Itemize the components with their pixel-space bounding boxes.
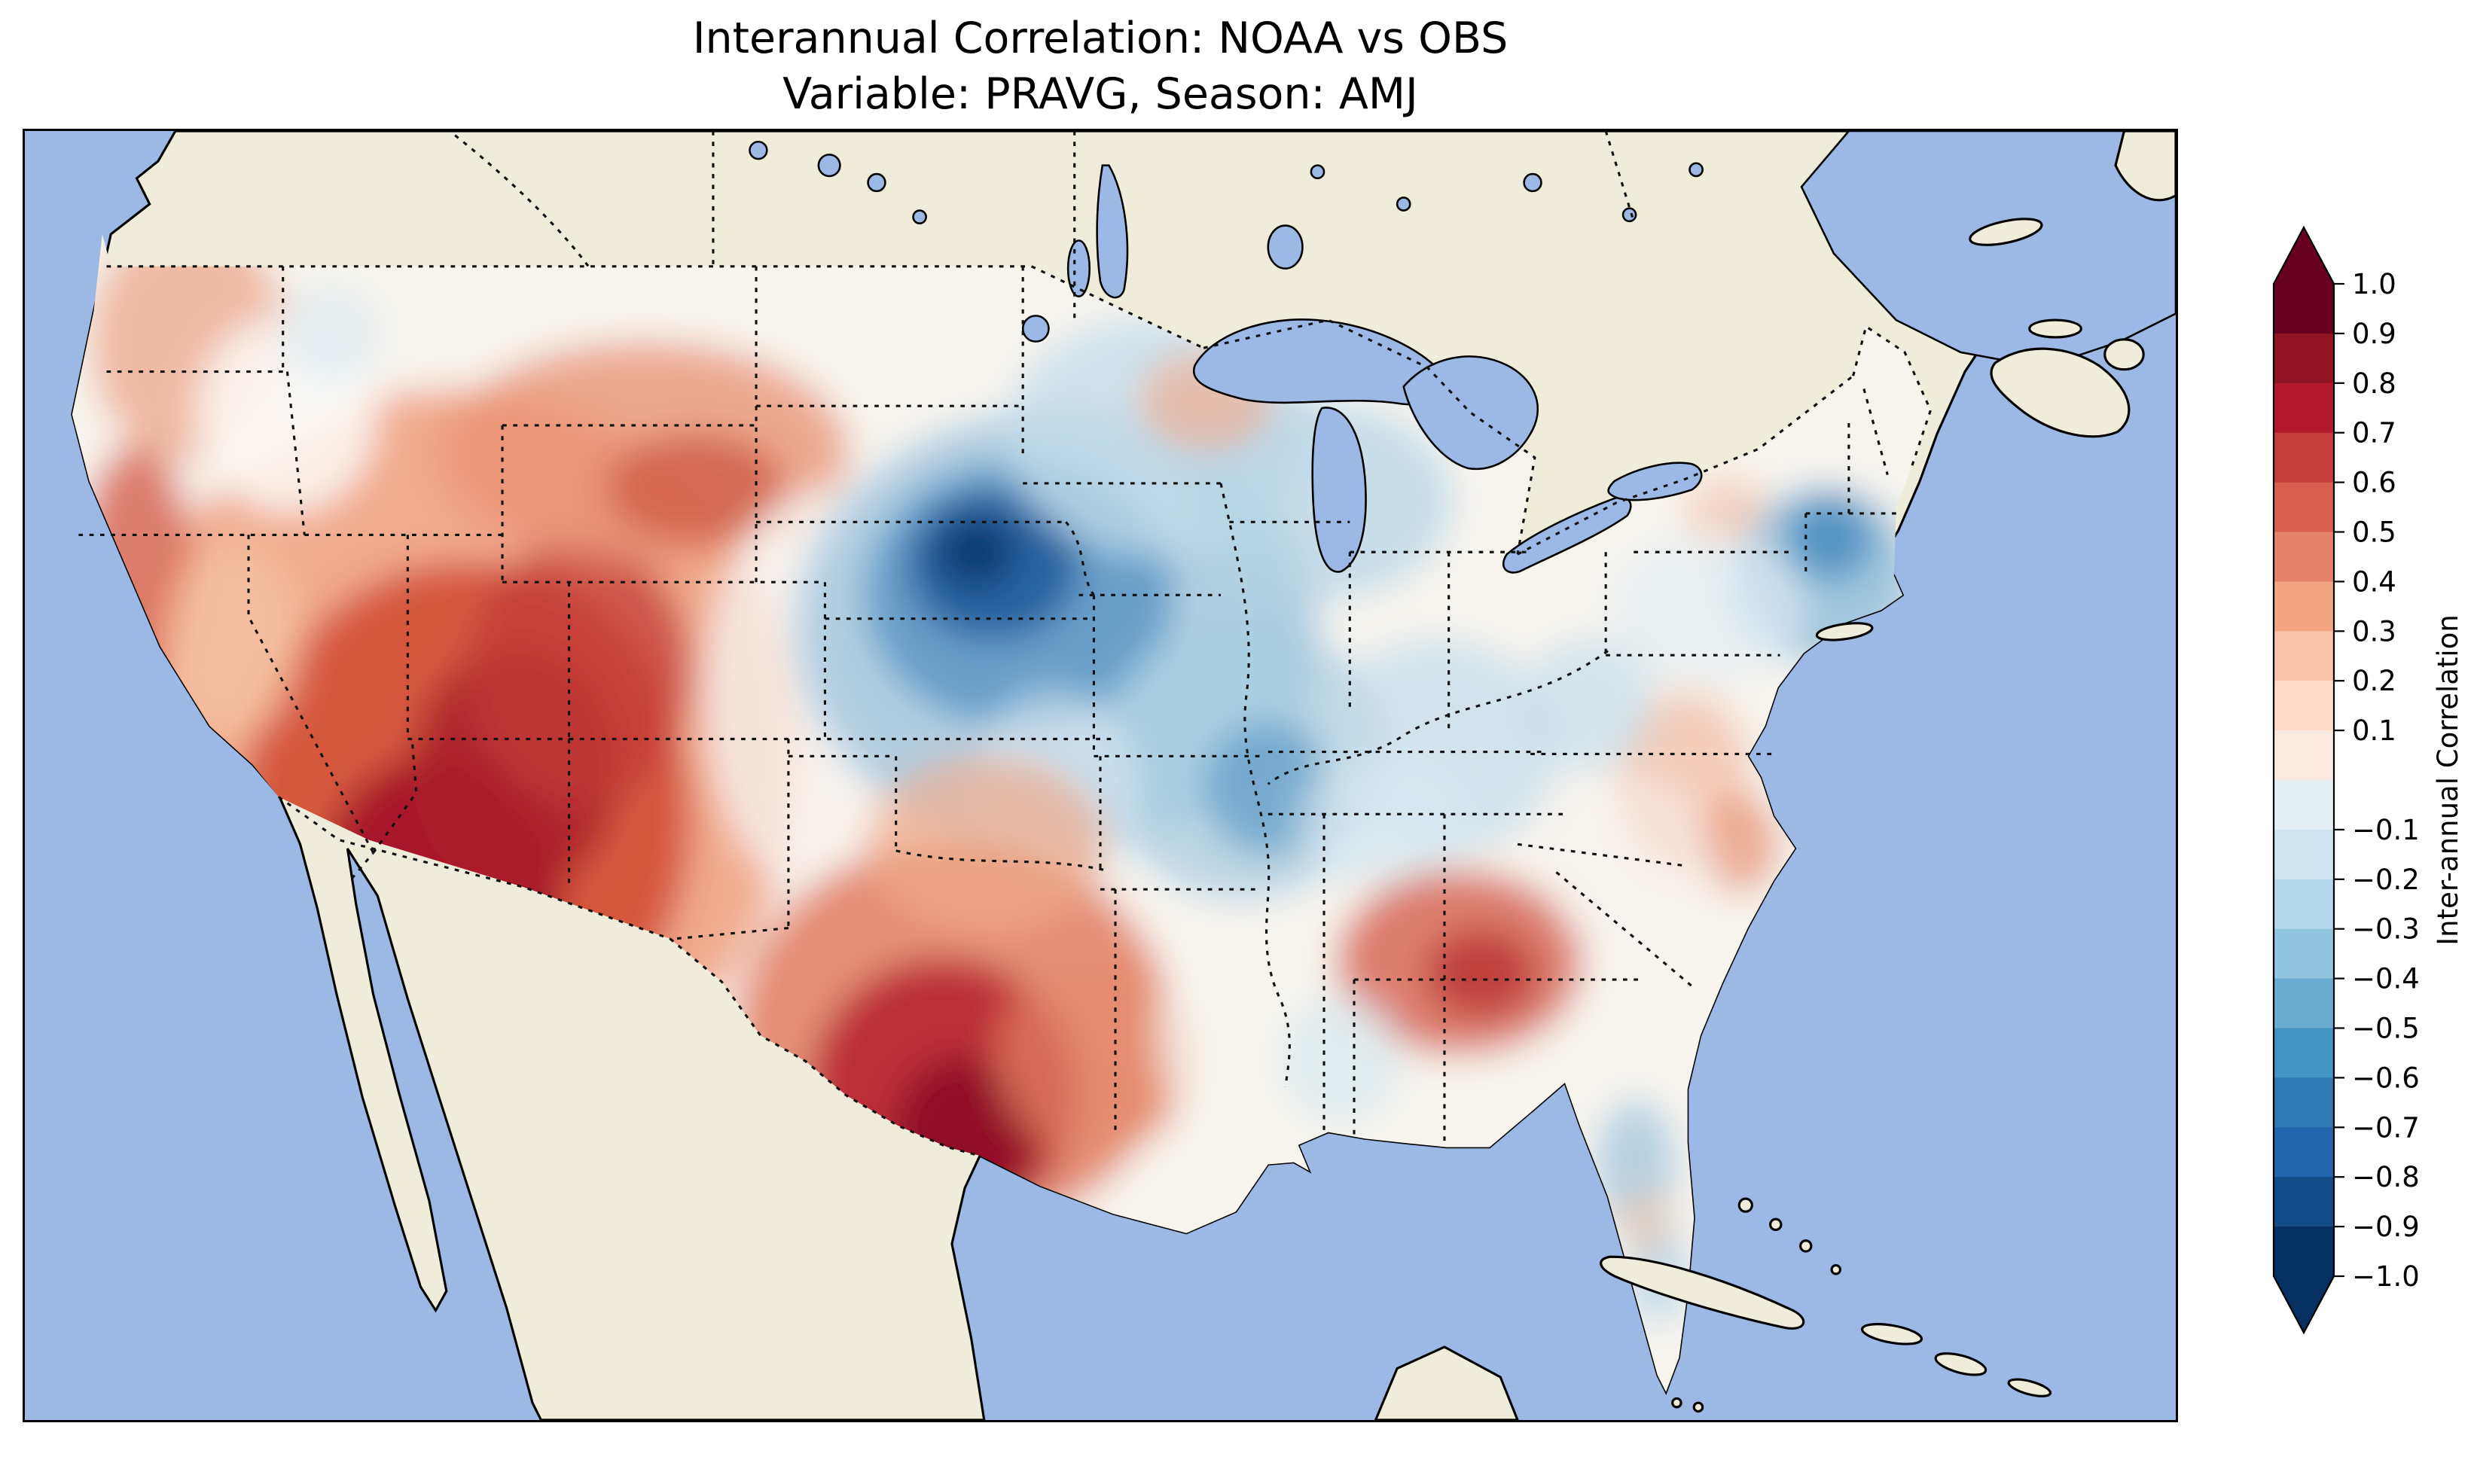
colorbar-tick-label: 0.9 [2352,318,2396,350]
cape-breton [2103,338,2145,371]
great-lakes [1192,318,1703,574]
colorbar-tick-label: 0.7 [2352,417,2396,449]
title-line-1: Interannual Correlation: NOAA vs OBS [692,14,1508,63]
figure-title: Interannual Correlation: NOAA vs OBS Var… [23,11,2178,122]
long-island [1815,622,1874,641]
colorbar-tick-label: 0.5 [2352,517,2396,549]
colorbar-tick-label: 0.3 [2352,615,2396,648]
political-boundaries [78,131,1933,1157]
colorbar-segment [2274,1028,2334,1078]
colorbar-tick-label: −0.1 [2352,814,2420,846]
colorbar-extend-bottom [2274,1276,2334,1333]
colorbar-tick-label: −0.3 [2352,913,2420,946]
colorbar-tick-label: 0.1 [2352,715,2396,747]
prince-edward-island [2028,318,2082,339]
map-frame [23,129,2178,1422]
colorbar-tick-label: 0.8 [2352,367,2396,400]
canadian-lakes [749,140,1704,343]
colorbar-tick-label: −0.4 [2352,963,2420,995]
lake-michigan [1311,407,1367,573]
colorbar-segment [2274,631,2334,681]
lake-erie [1502,496,1632,574]
nova-scotia [1990,347,2131,438]
colorbar-tick-label: −0.7 [2352,1111,2420,1144]
anticosti-island [1969,218,2043,246]
colorbar-segment [2274,829,2334,880]
lake-winnipeg [1096,164,1129,299]
colorbar-tick-label: 0.4 [2352,565,2396,598]
colorbar-segment [2274,1127,2334,1178]
cuba [1600,1255,1805,1330]
title-line-2: Variable: PRAVG, Season: AMJ [782,69,1418,120]
colorbar-segment [2274,333,2334,384]
colorbar-segment [2274,1077,2334,1128]
colorbar: 1.0 0.9 0.8 0.7 0.6 0.5 0.4 0.3 0.2 0.1 −0.1 −0.2 −0… [2256,224,2474,1339]
newfoundland [2114,131,2176,202]
colorbar-segment [2274,581,2334,632]
colorbar-segment [2274,978,2334,1029]
colorbar-tick-label: −0.2 [2352,864,2420,896]
colorbar-extend-top [2274,227,2334,284]
colorbar-segment [2274,1177,2334,1227]
colorbar-tick-label: −1.0 [2352,1260,2420,1293]
colorbar-segment [2274,780,2334,830]
colorbar-tick-label: −0.9 [2352,1211,2420,1243]
colorbar-segment [2274,730,2334,781]
hispaniola [1861,1323,1923,1345]
colorbar-segment [2274,482,2334,533]
colorbar-segment [2274,928,2334,980]
colorbar-segment [2274,879,2334,930]
lake-ontario [1607,462,1703,501]
islands [1374,131,2176,1420]
colorbar-segment [2274,284,2334,334]
colorbar-tick-label: −0.5 [2352,1013,2420,1045]
colorbar-tick-label: 0.6 [2352,467,2396,499]
colorbar-svg: 1.0 0.9 0.8 0.7 0.6 0.5 0.4 0.3 0.2 0.1 −0.1 −0.2 −0… [2272,225,2464,1335]
colorbar-tick-label: 1.0 [2352,268,2396,300]
us-correlation-map [25,131,2176,1420]
colorbar-tick-label: −0.6 [2352,1062,2420,1094]
colorbar-tick-label: −0.8 [2352,1161,2420,1193]
lake-huron [1402,355,1539,471]
yucatan [1374,1345,1519,1420]
colorbar-segment [2274,382,2334,434]
colorbar-segment [2274,1227,2334,1277]
lake-nipigon [1267,224,1304,270]
colorbar-axis-label: Inter-annual Correlation [2432,614,2464,946]
colorbar-segment [2274,532,2334,582]
colorbar-segment [2274,681,2334,731]
colorbar-segment [2274,432,2334,483]
colorbar-tick-label: 0.2 [2352,665,2396,697]
